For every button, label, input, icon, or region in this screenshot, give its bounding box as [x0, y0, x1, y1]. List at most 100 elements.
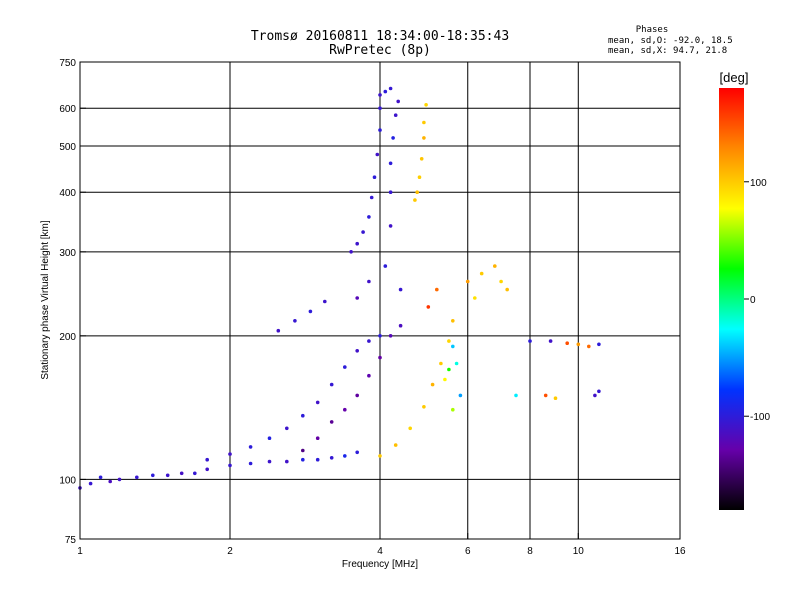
- data-point: [329, 382, 334, 387]
- x-tick-label: 4: [377, 546, 383, 557]
- y-axis-ticks: 75 100 200 300 400 500 600 750: [59, 58, 86, 546]
- data-point: [393, 443, 398, 447]
- colorbar-tick-label: 100: [750, 178, 767, 189]
- data-point: [248, 461, 253, 466]
- data-point: [398, 287, 403, 292]
- data-point: [355, 393, 360, 398]
- chart-title: Tromsø 20160811 18:34:00-18:35:43: [251, 29, 509, 44]
- data-point: [408, 426, 413, 431]
- x-tick-label: 10: [573, 546, 585, 557]
- data-point: [422, 136, 426, 140]
- x-tick-label: 1: [77, 546, 83, 557]
- data-point: [378, 106, 382, 110]
- data-point: [205, 457, 209, 462]
- data-point: [367, 339, 371, 343]
- data-point: [548, 339, 553, 343]
- data-point: [439, 361, 443, 366]
- data-point: [388, 334, 393, 338]
- data-point: [343, 454, 347, 458]
- data-point: [388, 190, 393, 194]
- data-point: [543, 393, 548, 398]
- data-point: [443, 377, 447, 382]
- data-point: [323, 299, 327, 304]
- data-point: [447, 339, 451, 343]
- data-point: [248, 445, 253, 449]
- data-point: [422, 120, 426, 125]
- data-point: [417, 175, 422, 179]
- y-tick-label: 300: [59, 248, 76, 259]
- data-point: [228, 452, 232, 456]
- data-point: [301, 413, 305, 418]
- data-point: [593, 393, 597, 398]
- data-point: [465, 279, 470, 284]
- data-point: [375, 152, 380, 157]
- data-point: [499, 279, 503, 284]
- data-point: [388, 224, 393, 228]
- data-point: [424, 103, 428, 107]
- data-point: [451, 407, 455, 412]
- data-point: [587, 344, 591, 349]
- data-point: [315, 457, 320, 462]
- data-point: [355, 450, 360, 455]
- data-point: [378, 454, 382, 458]
- data-point: [391, 136, 395, 140]
- data-point: [413, 198, 417, 202]
- data-point: [193, 471, 197, 476]
- data-point: [285, 426, 289, 431]
- x-axis-ticks: 1 2 4 6 8 10 16: [77, 533, 686, 557]
- data-point: [396, 99, 401, 104]
- x-tick-label: 16: [674, 546, 686, 557]
- data-point: [361, 230, 365, 234]
- data-point: [267, 459, 272, 464]
- data-point: [349, 250, 353, 254]
- data-point: [505, 287, 510, 292]
- x-axis-label: Frequency [MHz]: [342, 559, 418, 570]
- data-point: [98, 475, 103, 480]
- y-tick-label: 100: [59, 475, 76, 486]
- data-point: [151, 473, 155, 478]
- phases-title: Phases: [636, 25, 669, 35]
- phases-o-stats: mean, sd,O: -92.0, 18.5: [608, 36, 733, 46]
- data-point: [165, 473, 170, 478]
- chart-subtitle: RwPretec (8p): [329, 43, 431, 58]
- y-tick-label: 200: [59, 332, 76, 343]
- y-tick-label: 500: [59, 142, 76, 153]
- grid-lines: [80, 62, 680, 539]
- data-point: [329, 456, 334, 460]
- data-point: [378, 128, 382, 132]
- data-point: [422, 405, 426, 409]
- data-point: [473, 296, 477, 300]
- data-point: [205, 467, 209, 472]
- data-point: [355, 241, 360, 246]
- colorbar-tick-label: -100: [750, 412, 770, 423]
- data-point: [493, 264, 497, 268]
- data-point: [378, 93, 382, 97]
- data-point: [451, 344, 455, 349]
- data-point: [458, 393, 463, 398]
- data-point: [301, 457, 305, 462]
- data-point: [135, 475, 139, 480]
- data-point: [383, 264, 388, 268]
- x-tick-label: 2: [227, 546, 233, 557]
- data-point: [343, 365, 347, 369]
- data-point: [301, 448, 305, 453]
- data-point: [343, 407, 347, 412]
- data-point: [285, 459, 289, 464]
- data-point: [378, 334, 382, 338]
- data-point: [553, 396, 558, 401]
- data-point: [378, 355, 382, 360]
- colorbar-ticks: 100 0 -100: [744, 178, 770, 423]
- y-tick-label: 750: [59, 58, 76, 69]
- data-point: [528, 339, 532, 343]
- data-point: [479, 271, 484, 276]
- colorbar-label: [deg]: [720, 70, 749, 85]
- data-point: [355, 296, 360, 300]
- colorbar-tick-label: 0: [750, 295, 756, 306]
- data-point: [308, 309, 313, 314]
- data-point: [293, 319, 297, 323]
- y-axis-label: Stationary phase Virtual Height [km]: [40, 220, 51, 380]
- x-tick-label: 8: [527, 546, 533, 557]
- data-point: [88, 481, 93, 486]
- colorbar: [719, 88, 744, 510]
